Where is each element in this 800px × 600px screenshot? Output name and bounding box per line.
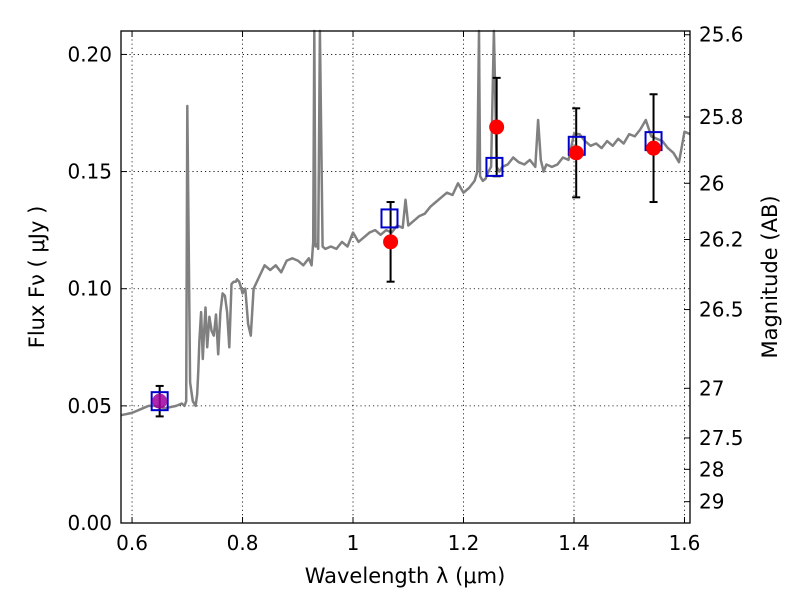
mag-tick-label: 28	[699, 457, 724, 481]
observed-photometry-point	[152, 393, 168, 409]
y-tick-label: 0.10	[67, 277, 112, 301]
observed-photometry-point	[646, 140, 662, 156]
observed-photometry-point	[383, 234, 399, 250]
x-tick-label: 1.4	[558, 531, 590, 555]
mag-tick-label: 25.6	[699, 23, 744, 47]
mag-tick-label: 27.5	[699, 426, 744, 450]
point-layer	[150, 119, 663, 412]
mag-tick-label: 26.2	[699, 228, 744, 252]
spectrum-layer	[120, 29, 691, 417]
y-tick-label: 0.00	[67, 511, 112, 535]
mag-tick-label: 26.5	[699, 298, 744, 322]
x-tick-label: 1.6	[669, 531, 701, 555]
mag-tick-label: 27	[699, 376, 724, 400]
y-tick-label: 0.20	[67, 42, 112, 66]
x-axis-title: Wavelength λ (μm)	[305, 564, 506, 588]
x-tick-label: 0.6	[116, 531, 148, 555]
model-photometry-square	[380, 208, 399, 229]
model-photometry-square	[485, 156, 504, 177]
x-tick-label: 0.8	[227, 531, 259, 555]
observed-photometry-point	[489, 119, 505, 135]
x-tick-label: 1.2	[448, 531, 480, 555]
tick-layer: 0.6 0.8 1 1.2 1.4 1.6 0.00 0.05 0.10 0.15 0.20 25.6…	[67, 23, 743, 555]
spectrum-line	[120, 29, 691, 417]
mag-tick-label: 26	[699, 171, 724, 195]
observed-photometry-point	[568, 145, 584, 161]
model-photometry-square	[150, 391, 169, 412]
plot-frame	[120, 30, 691, 524]
x-tick-label: 1	[347, 531, 360, 555]
mag-tick-label: 29	[699, 490, 724, 514]
y2-axis-title: Magnitude (AB)	[758, 195, 782, 358]
y-axis-title: Flux Fν ( μJy )	[25, 206, 49, 349]
y-tick-label: 0.05	[67, 394, 112, 418]
mag-tick-label: 25.8	[699, 105, 744, 129]
y-tick-label: 0.15	[67, 160, 112, 184]
